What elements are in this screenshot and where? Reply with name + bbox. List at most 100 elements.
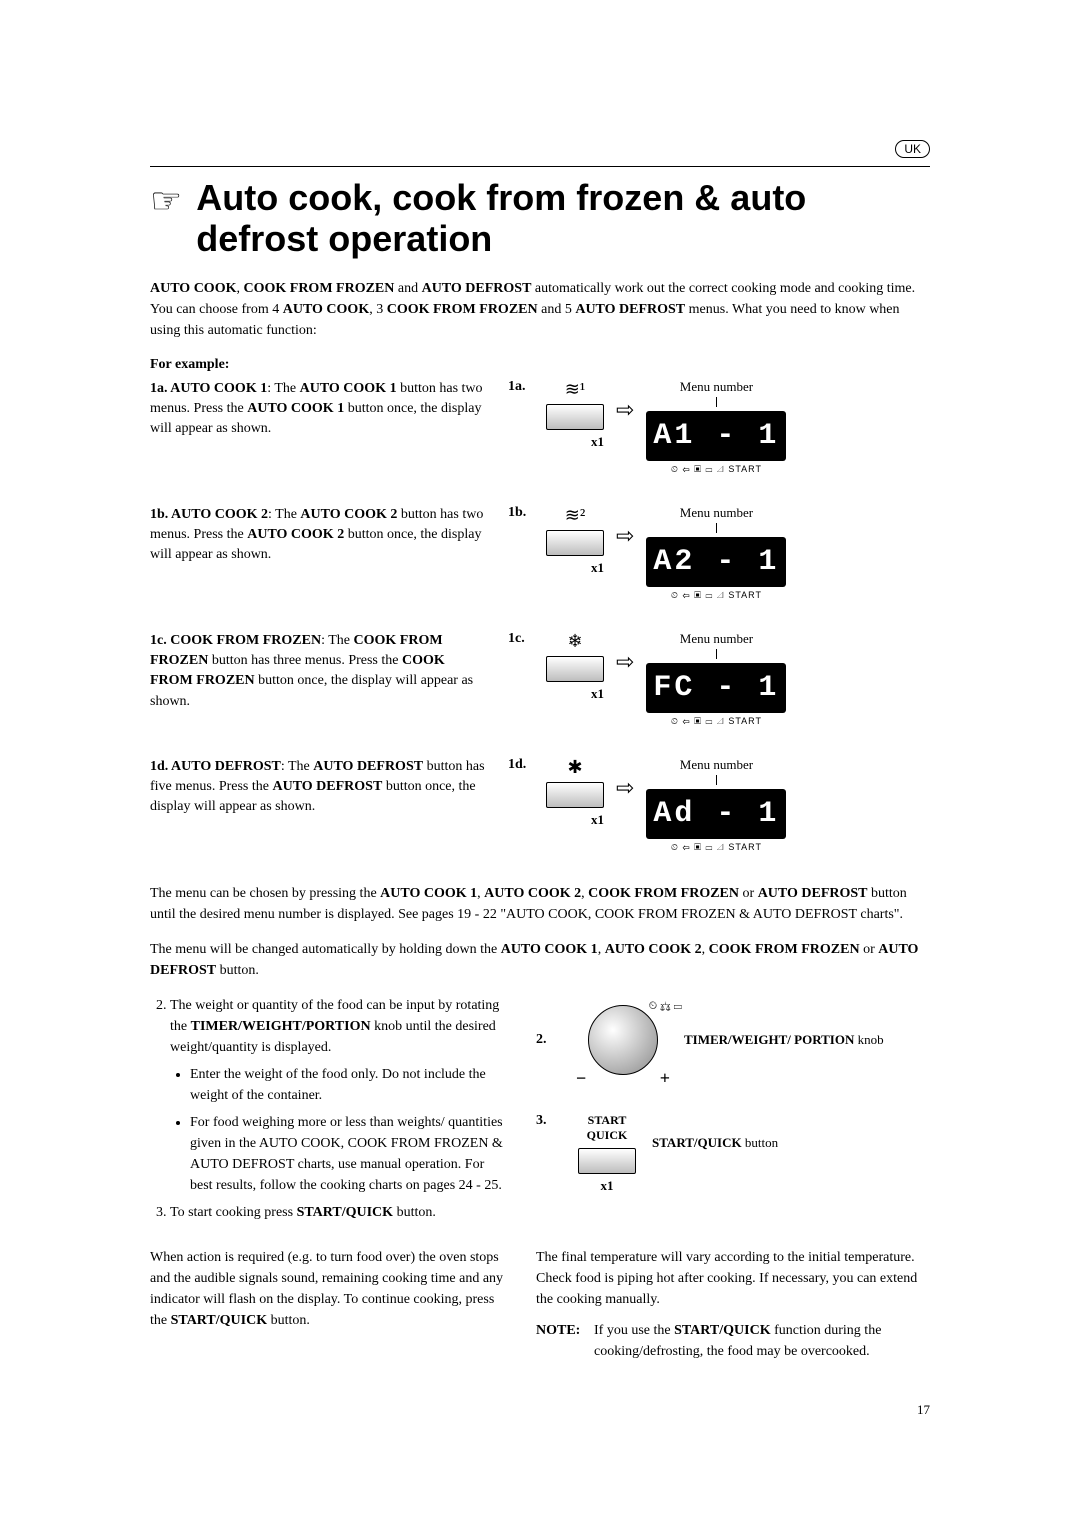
page-title: Auto cook, cook from frozen & auto defro… <box>196 177 930 260</box>
step-2-item: The weight or quantity of the food can b… <box>170 995 510 1196</box>
display-col: Menu number Ad - 1 ⏲ ⇦ ▣ ▭ ◿ START <box>646 757 786 853</box>
mode-icon: ≋¹ <box>565 379 585 400</box>
page-number: 17 <box>150 1402 930 1418</box>
start-quick-button-col: START QUICK x1 <box>578 1113 636 1194</box>
arrow-right-icon: ⇨ <box>616 525 634 547</box>
example-diagram: 1a. ≋¹ x1 ⇨ Menu number A1 - 1 ⏲ ⇦ ▣ ▭ ◿ START <box>508 379 930 475</box>
example-text: 1c. COOK FROM FROZEN: The COOK FROM FROZ… <box>150 631 490 727</box>
press-count: x1 <box>591 434 604 450</box>
example-row: 1b. AUTO COOK 2: The AUTO COOK 2 button … <box>150 505 930 601</box>
example-diagram: 1c. ❄ x1 ⇨ Menu number FC - 1 ⏲ ⇦ ▣ ▭ ◿ START <box>508 631 930 727</box>
lcd-indicator-icons: ⏲ ⇦ ▣ ▭ ◿ START <box>671 716 762 727</box>
country-code: UK <box>895 140 930 158</box>
lcd-display: A2 - 1 <box>646 537 786 587</box>
example-diagram: 1d. ✱ x1 ⇨ Menu number Ad - 1 ⏲ ⇦ ▣ ▭ ◿ START <box>508 757 930 853</box>
title-row: ☞ Auto cook, cook from frozen & auto def… <box>150 177 930 260</box>
step-2-bullet-1: Enter the weight of the food only. Do no… <box>190 1064 510 1106</box>
closing-right-paragraph: The final temperature will vary accordin… <box>536 1247 930 1310</box>
example-button-col: ≋² x1 <box>546 505 604 576</box>
lcd-indicator-icons: ⏲ ⇦ ▣ ▭ ◿ START <box>671 464 762 475</box>
knob-minus-icon: − <box>576 1068 586 1089</box>
example-text: 1d. AUTO DEFROST: The AUTO DEFROST butto… <box>150 757 490 853</box>
mode-icon: ≋² <box>565 505 585 526</box>
for-example-heading: For example: <box>150 357 930 373</box>
knob-indicator-icons: ⏲ ⚖ ▭ <box>649 999 682 1013</box>
example-step-num: 1c. <box>508 631 534 647</box>
start-quick-row: 3. START QUICK x1 START/QUICK button <box>536 1113 930 1194</box>
lcd-display: A1 - 1 <box>646 411 786 461</box>
example-text: 1a. AUTO COOK 1: The AUTO COOK 1 button … <box>150 379 490 475</box>
menu-number-label: Menu number <box>680 757 753 773</box>
lcd-indicator-icons: ⏲ ⇦ ▣ ▭ ◿ START <box>671 842 762 853</box>
knob-dial-icon <box>588 1005 658 1075</box>
step-2-bullet-2: For food weighing more or less than weig… <box>190 1112 510 1196</box>
lcd-display: FC - 1 <box>646 663 786 713</box>
example-lead: 1c. COOK FROM FROZEN <box>150 633 321 648</box>
menu-tick-icon <box>716 523 717 533</box>
menu-number-label: Menu number <box>680 379 753 395</box>
mid-paragraph-2: The menu will be changed automatically b… <box>150 939 930 981</box>
knob-label: TIMER/WEIGHT/ PORTION knob <box>684 1032 884 1048</box>
step-3-item: To start cooking press START/QUICK butto… <box>170 1202 510 1223</box>
intro-paragraph: AUTO COOK, COOK FROM FROZEN and AUTO DEF… <box>150 278 930 341</box>
bottom-columns: When action is required (e.g. to turn fo… <box>150 1247 930 1362</box>
closing-right-column: The final temperature will vary accordin… <box>536 1247 930 1362</box>
display-col: Menu number FC - 1 ⏲ ⇦ ▣ ▭ ◿ START <box>646 631 786 727</box>
start-quick-x1: x1 <box>601 1178 614 1194</box>
knob-plus-icon: + <box>660 1068 670 1089</box>
lower-left-column: The weight or quantity of the food can b… <box>150 995 510 1229</box>
example-lead: 1a. AUTO COOK 1 <box>150 381 267 396</box>
lcd-indicator-icons: ⏲ ⇦ ▣ ▭ ◿ START <box>671 590 762 601</box>
note-label: NOTE: <box>536 1320 584 1362</box>
mode-button-icon <box>546 404 604 430</box>
press-count: x1 <box>591 812 604 828</box>
arrow-right-icon: ⇨ <box>616 777 634 799</box>
display-col: Menu number A1 - 1 ⏲ ⇦ ▣ ▭ ◿ START <box>646 379 786 475</box>
country-badge: UK <box>150 140 930 158</box>
mode-icon: ✱ <box>567 757 582 778</box>
example-lead: 1b. AUTO COOK 2 <box>150 507 268 522</box>
menu-number-label: Menu number <box>680 505 753 521</box>
example-button-col: ≋¹ x1 <box>546 379 604 450</box>
example-row: 1c. COOK FROM FROZEN: The COOK FROM FROZ… <box>150 631 930 727</box>
example-step-num: 1d. <box>508 757 534 773</box>
menu-tick-icon <box>716 775 717 785</box>
menu-number-label: Menu number <box>680 631 753 647</box>
closing-left-paragraph: When action is required (e.g. to turn fo… <box>150 1247 510 1362</box>
mode-button-icon <box>546 656 604 682</box>
lower-grid: The weight or quantity of the food can b… <box>150 995 930 1229</box>
mode-button-icon <box>546 530 604 556</box>
display-col: Menu number A2 - 1 ⏲ ⇦ ▣ ▭ ◿ START <box>646 505 786 601</box>
knob-row: 2. − + ⏲ ⚖ ▭ TIMER/WEIGHT/ PORTION knob <box>536 995 930 1085</box>
example-button-col: ❄ x1 <box>546 631 604 702</box>
mode-icon: ❄ <box>567 631 582 652</box>
start-step-num: 3. <box>536 1113 562 1129</box>
menu-tick-icon <box>716 649 717 659</box>
knob-step-num: 2. <box>536 1032 562 1048</box>
start-quick-button-label: START QUICK <box>587 1113 628 1144</box>
mid-paragraph-1: The menu can be chosen by pressing the A… <box>150 883 930 925</box>
timer-weight-knob: − + ⏲ ⚖ ▭ <box>578 995 668 1085</box>
example-text: 1b. AUTO COOK 2: The AUTO COOK 2 button … <box>150 505 490 601</box>
lower-right-column: 2. − + ⏲ ⚖ ▭ TIMER/WEIGHT/ PORTION knob … <box>536 995 930 1229</box>
mode-button-icon <box>546 782 604 808</box>
start-quick-caption: START/QUICK button <box>652 1135 778 1151</box>
note-block: NOTE: If you use the START/QUICK functio… <box>536 1320 930 1362</box>
start-quick-button-icon <box>578 1148 636 1174</box>
menu-tick-icon <box>716 397 717 407</box>
example-lead: 1d. AUTO DEFROST <box>150 759 281 774</box>
pointing-hand-icon: ☞ <box>150 183 182 219</box>
example-row: 1d. AUTO DEFROST: The AUTO DEFROST butto… <box>150 757 930 853</box>
press-count: x1 <box>591 560 604 576</box>
arrow-right-icon: ⇨ <box>616 399 634 421</box>
example-step-num: 1a. <box>508 379 534 395</box>
arrow-right-icon: ⇨ <box>616 651 634 673</box>
example-step-num: 1b. <box>508 505 534 521</box>
press-count: x1 <box>591 686 604 702</box>
example-row: 1a. AUTO COOK 1: The AUTO COOK 1 button … <box>150 379 930 475</box>
example-button-col: ✱ x1 <box>546 757 604 828</box>
example-diagram: 1b. ≋² x1 ⇨ Menu number A2 - 1 ⏲ ⇦ ▣ ▭ ◿ START <box>508 505 930 601</box>
note-text: If you use the START/QUICK function duri… <box>594 1320 930 1362</box>
divider-top <box>150 166 930 167</box>
lcd-display: Ad - 1 <box>646 789 786 839</box>
